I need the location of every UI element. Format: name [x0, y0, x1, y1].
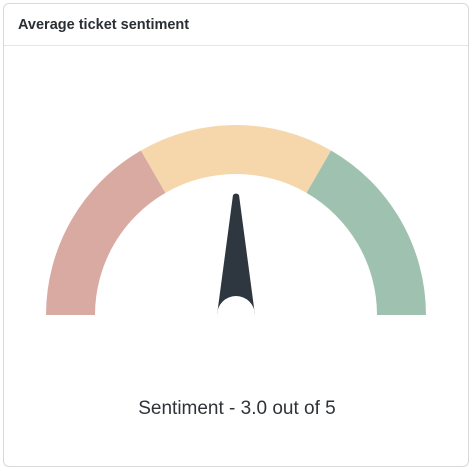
gauge-segment-positive: [307, 150, 426, 315]
sentiment-caption: Sentiment - 3.0 out of 5: [0, 398, 474, 420]
gauge-segment-negative: [46, 150, 165, 315]
gauge-segment-neutral: [141, 125, 331, 193]
gauge-needle: [217, 194, 255, 316]
